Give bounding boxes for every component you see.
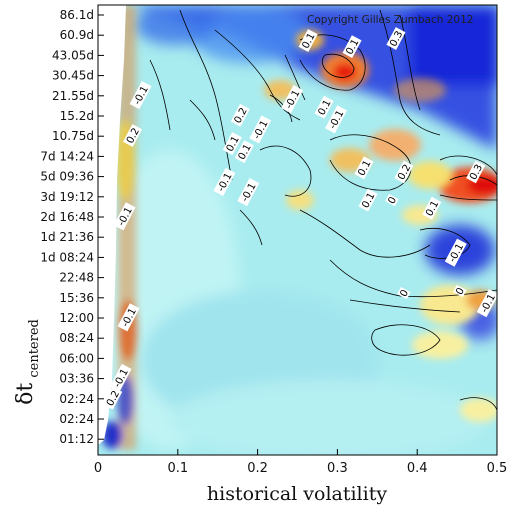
y-tick-label: 15:36 [59, 291, 94, 305]
empty-region [98, 5, 126, 445]
contour-label-background [113, 202, 136, 231]
contour-label-background [314, 95, 334, 119]
y-tick-label: 06:00 [59, 351, 94, 365]
y-tick-label: 1d 08:24 [40, 250, 94, 264]
y-tick-label: 1d 21:36 [40, 230, 94, 244]
contour-label-background [249, 115, 272, 144]
plot-area: -0.10.2-0.1-0.1-0.10.20.20.1-0.10.1-0.1-… [98, 5, 497, 455]
x-tick-label: 0.4 [407, 461, 428, 476]
contour-label-text: 0 [454, 286, 467, 297]
plot-frame [97, 4, 498, 456]
contour-label-background [222, 132, 242, 155]
y-tick-label: 15.2d [60, 109, 94, 123]
x-axis: 0 0.1 0.2 0.3 0.4 0.5 [94, 449, 507, 476]
y-axis-label-main: δt [13, 383, 38, 405]
contour-label: 0 [385, 194, 399, 207]
y-tick-label: 02:24 [59, 392, 94, 406]
y-tick-label: 22:48 [59, 271, 94, 285]
x-tick-label: 0.2 [247, 461, 268, 476]
x-tick-label: 0.5 [487, 461, 508, 476]
contour-label-background [234, 140, 254, 164]
x-tick-label: 0.3 [327, 461, 348, 476]
contour-label: 0 [397, 286, 411, 300]
y-axis: 86.1d 60.9d 43.05d 30.45d 21.55d 15.2d 10.75d 7… [40, 8, 104, 446]
contour-label-background [103, 386, 123, 410]
y-tick-label: 08:24 [59, 331, 94, 345]
contour-label-background [230, 103, 250, 127]
contour-label-background [476, 289, 497, 318]
y-tick-label: 60.9d [60, 28, 94, 42]
y-tick-label: 02:24 [59, 412, 94, 426]
contour-label: 0 [453, 284, 467, 298]
y-tick-label: 2d 16:48 [40, 210, 94, 224]
contour-label-background [354, 156, 374, 180]
contour-label-background [397, 286, 411, 300]
contour-label-background [123, 124, 143, 147]
contour-label-text: 0 [398, 288, 411, 299]
contour-label-text: 0 [386, 195, 399, 206]
contour-label-background [466, 160, 486, 184]
svg-text:δt centered: δt centered [13, 319, 42, 405]
y-axis-label: δt centered [13, 319, 42, 405]
contour-label-background [109, 363, 132, 392]
contour-label-background [394, 160, 414, 184]
contour-label-background [129, 81, 152, 110]
contour-label-background [117, 303, 140, 332]
y-axis-label-subscript: centered [27, 319, 42, 378]
x-axis-label: historical volatility [207, 483, 387, 505]
copyright-text: Copyright Gilles Zumbach 2012 [307, 14, 473, 26]
contour-label-background [422, 196, 442, 220]
contour-label-background [453, 284, 467, 298]
y-tick-label: 5d 09:36 [40, 170, 94, 184]
x-tick-label: 0 [94, 461, 102, 476]
contour-label-background [385, 194, 399, 207]
y-tick-label: 21.55d [52, 89, 94, 103]
y-tick-label: 86.1d [60, 8, 94, 22]
y-tick-label: 7d 14:24 [40, 149, 94, 163]
contour-label-background [213, 167, 236, 197]
y-tick-label: 03:36 [59, 372, 94, 386]
x-tick-label: 0.1 [167, 461, 188, 476]
contour-label-background [325, 105, 348, 134]
contour-label-background [386, 27, 406, 50]
y-tick-label: 01:12 [59, 432, 94, 446]
y-tick-label: 30.45d [52, 69, 94, 83]
contour-labels: -0.10.2-0.1-0.1-0.10.20.20.1-0.10.1-0.1-… [103, 27, 497, 410]
y-tick-label: 12:00 [59, 311, 94, 325]
y-tick-label: 43.05d [52, 48, 94, 62]
contour-lines [149, 9, 497, 411]
contour-label-background [281, 85, 304, 114]
contour-label-background [342, 35, 362, 59]
contour-label-background [237, 177, 260, 207]
heatmap-color-field [100, 5, 497, 455]
contour-label-background [298, 29, 318, 52]
contour-label-background [444, 238, 467, 267]
contour-label-background [358, 188, 378, 212]
y-tick-label: 3d 19:12 [40, 190, 94, 204]
y-tick-label: 10.75d [52, 129, 94, 143]
